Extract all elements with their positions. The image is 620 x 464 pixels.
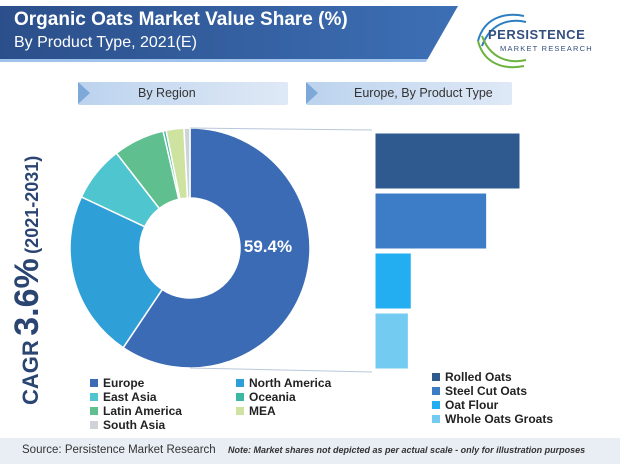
bar-steel-cut-oats [374,192,488,250]
connector-line-1 [189,367,373,373]
legend-item-mea: MEA [236,404,276,418]
legend-label: Europe [103,376,145,390]
chart-subtitle: By Product Type, 2021(E) [14,34,197,51]
donut-slice-europe [122,127,311,369]
tab-by-region-label: By Region [138,86,196,100]
legend-item-oceania: Oceania [236,390,296,404]
legend-item-whole-oats-groats: Whole Oats Groats [432,412,553,426]
bar-whole-oats-groats [374,312,409,370]
bar-oat-flour [374,252,412,310]
source-text: Source: Persistence Market Research [22,444,216,456]
donut-slice-north-america [69,195,164,349]
tab-by-region [78,82,288,105]
legend-label: East Asia [103,390,157,404]
legend-swatch [236,393,244,401]
legend-label: MEA [249,404,276,418]
legend-swatch [90,407,98,415]
logo-name: PERSISTENCE [488,27,586,42]
tab-europe-by-product [306,82,512,105]
legend-item-south-asia: South Asia [90,418,165,432]
tab-arrow-left-icon [78,82,90,104]
legend-item-oat-flour: Oat Flour [432,398,498,412]
legend-label: Rolled Oats [445,370,512,384]
bar-rolled-oats [374,132,521,190]
logo-tagline: MARKET RESEARCH [500,44,593,53]
legend-swatch [432,415,440,423]
legend-item-steel-cut-oats: Steel Cut Oats [432,384,527,398]
legend-label: Latin America [103,404,182,418]
title-banner [0,6,458,62]
legend-swatch [432,373,440,381]
legend-item-latin-america: Latin America [90,404,182,418]
legend-label: Whole Oats Groats [445,412,554,426]
note-text: Note: Market shares not depicted as per … [228,445,586,455]
legend-swatch [90,379,98,387]
tab-arrow-right-icon [306,82,318,104]
legend-swatch [90,393,98,401]
connector-lines [189,127,373,373]
tab-europe-by-product-label: Europe, By Product Type [354,86,493,100]
legend-swatch [236,379,244,387]
region-donut-chart: 59.4% [69,127,311,369]
persistence-logo-icon [477,13,527,69]
footer-bar [0,438,620,464]
legend-item-rolled-oats: Rolled Oats [432,370,512,384]
legend-swatch [432,401,440,409]
legend-label: Oceania [249,390,296,404]
donut-slice-south-asia [183,127,191,199]
chart-title: Organic Oats Market Value Share (%) [14,9,348,30]
legend-label: South Asia [103,418,166,432]
connector-line-0 [189,127,373,131]
legend-item-east-asia: East Asia [90,390,157,404]
legend-label: Oat Flour [445,398,499,412]
donut-data-label: 59.4% [244,237,292,256]
legend-label: North America [249,376,332,390]
product-bar-chart [374,132,521,370]
legend-label: Steel Cut Oats [445,384,528,398]
legend-item-europe: Europe [90,376,144,390]
legend-swatch [432,387,440,395]
legend-swatch [90,421,98,429]
legend-swatch [236,407,244,415]
legend-item-north-america: North America [236,376,331,390]
